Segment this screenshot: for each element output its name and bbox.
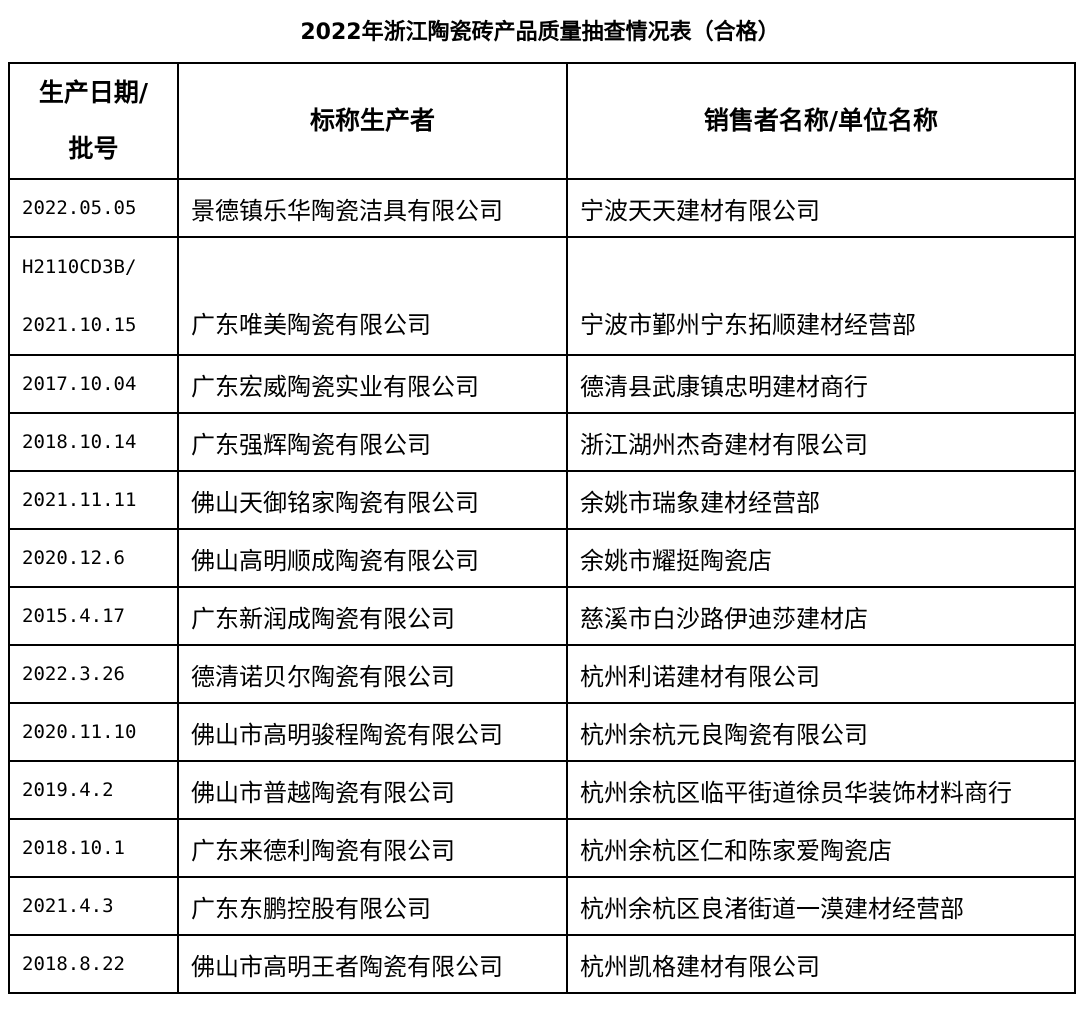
producer-cell: 德清诺贝尔陶瓷有限公司 [177, 644, 568, 704]
producer-cell: 景德镇乐华陶瓷洁具有限公司 [177, 178, 568, 238]
date-cell: 2015.4.17 [8, 586, 179, 646]
seller-cell: 宁波市鄞州宁东拓顺建材经营部 [566, 236, 1076, 356]
seller-cell: 德清县武康镇忠明建材商行 [566, 354, 1076, 414]
table-row: 2017.10.04 广东宏威陶瓷实业有限公司 德清县武康镇忠明建材商行 [8, 354, 1076, 414]
seller-cell: 杭州余杭区仁和陈家爱陶瓷店 [566, 818, 1076, 878]
document-title: 2022年浙江陶瓷砖产品质量抽查情况表（合格） [300, 20, 780, 45]
seller-cell: 杭州凯格建材有限公司 [566, 934, 1076, 994]
table-body: 2022.05.05 景德镇乐华陶瓷洁具有限公司 宁波天天建材有限公司 H2110CD… [8, 178, 1076, 994]
date-cell: 2020.11.10 [8, 702, 179, 762]
seller-cell: 杭州余杭区临平街道徐员华装饰材料商行 [566, 760, 1076, 820]
table-row: 2022.05.05 景德镇乐华陶瓷洁具有限公司 宁波天天建材有限公司 [8, 178, 1076, 238]
producer-cell: 佛山市普越陶瓷有限公司 [177, 760, 568, 820]
table-row: 2018.8.22 佛山市高明王者陶瓷有限公司 杭州凯格建材有限公司 [8, 934, 1076, 994]
seller-cell: 慈溪市白沙路伊迪莎建材店 [566, 586, 1076, 646]
table-row: 2021.4.3 广东东鹏控股有限公司 杭州余杭区良渚街道一漠建材经营部 [8, 876, 1076, 936]
table-row: 2018.10.14 广东强辉陶瓷有限公司 浙江湖州杰奇建材有限公司 [8, 412, 1076, 472]
seller-cell: 杭州利诺建材有限公司 [566, 644, 1076, 704]
date-cell: 2022.3.26 [8, 644, 179, 704]
table-row: 2019.4.2 佛山市普越陶瓷有限公司 杭州余杭区临平街道徐员华装饰材料商行 [8, 760, 1076, 820]
table-row: 2018.10.1 广东来德利陶瓷有限公司 杭州余杭区仁和陈家爱陶瓷店 [8, 818, 1076, 878]
header-row: 生产日期/ 批号 标称生产者 销售者名称/单位名称 [8, 62, 1076, 180]
table-row: 2020.12.6 佛山高明顺成陶瓷有限公司 余姚市耀挺陶瓷店 [8, 528, 1076, 588]
seller-cell: 宁波天天建材有限公司 [566, 178, 1076, 238]
date-cell: 2018.8.22 [8, 934, 179, 994]
date-cell: 2018.10.14 [8, 412, 179, 472]
date-cell: 2022.05.05 [8, 178, 179, 238]
seller-cell: 浙江湖州杰奇建材有限公司 [566, 412, 1076, 472]
seller-cell: 余姚市瑞象建材经营部 [566, 470, 1076, 530]
production-date: 2021.10.15 [22, 314, 137, 336]
date-cell: 2021.4.3 [8, 876, 179, 936]
seller-cell: 杭州余杭元良陶瓷有限公司 [566, 702, 1076, 762]
producer-cell: 佛山市高明骏程陶瓷有限公司 [177, 702, 568, 762]
date-cell: 2021.11.11 [8, 470, 179, 530]
producer-cell: 广东宏威陶瓷实业有限公司 [177, 354, 568, 414]
inspection-table: 生产日期/ 批号 标称生产者 销售者名称/单位名称 2022.05.05 景德镇乐… [8, 62, 1076, 994]
date-cell: H2110CD3B/2021.10.15 [8, 236, 179, 356]
seller-cell: 杭州余杭区良渚街道一漠建材经营部 [566, 876, 1076, 936]
date-cell: 2020.12.6 [8, 528, 179, 588]
table-row: 2015.4.17 广东新润成陶瓷有限公司 慈溪市白沙路伊迪莎建材店 [8, 586, 1076, 646]
date-cell: 2018.10.1 [8, 818, 179, 878]
table-row: 2021.11.11 佛山天御铭家陶瓷有限公司 余姚市瑞象建材经营部 [8, 470, 1076, 530]
seller-cell: 余姚市耀挺陶瓷店 [566, 528, 1076, 588]
header-date-batch: 生产日期/ 批号 [8, 62, 179, 180]
table-row: 2020.11.10 佛山市高明骏程陶瓷有限公司 杭州余杭元良陶瓷有限公司 [8, 702, 1076, 762]
producer-cell: 广东东鹏控股有限公司 [177, 876, 568, 936]
producer-cell: 广东强辉陶瓷有限公司 [177, 412, 568, 472]
batch-number: H2110CD3B/ [22, 256, 137, 278]
header-seller: 销售者名称/单位名称 [566, 62, 1076, 180]
producer-cell: 佛山天御铭家陶瓷有限公司 [177, 470, 568, 530]
table-row: H2110CD3B/2021.10.15 广东唯美陶瓷有限公司 宁波市鄞州宁东拓顺建… [8, 236, 1076, 356]
date-cell: 2017.10.04 [8, 354, 179, 414]
header-producer: 标称生产者 [177, 62, 568, 180]
producer-cell: 广东来德利陶瓷有限公司 [177, 818, 568, 878]
date-cell: 2019.4.2 [8, 760, 179, 820]
producer-cell: 广东唯美陶瓷有限公司 [177, 236, 568, 356]
producer-cell: 佛山市高明王者陶瓷有限公司 [177, 934, 568, 994]
producer-cell: 佛山高明顺成陶瓷有限公司 [177, 528, 568, 588]
header-date-line1: 生产日期/ [38, 78, 149, 107]
producer-cell: 广东新润成陶瓷有限公司 [177, 586, 568, 646]
header-date-line2: 批号 [68, 134, 119, 163]
table-row: 2022.3.26 德清诺贝尔陶瓷有限公司 杭州利诺建材有限公司 [8, 644, 1076, 704]
